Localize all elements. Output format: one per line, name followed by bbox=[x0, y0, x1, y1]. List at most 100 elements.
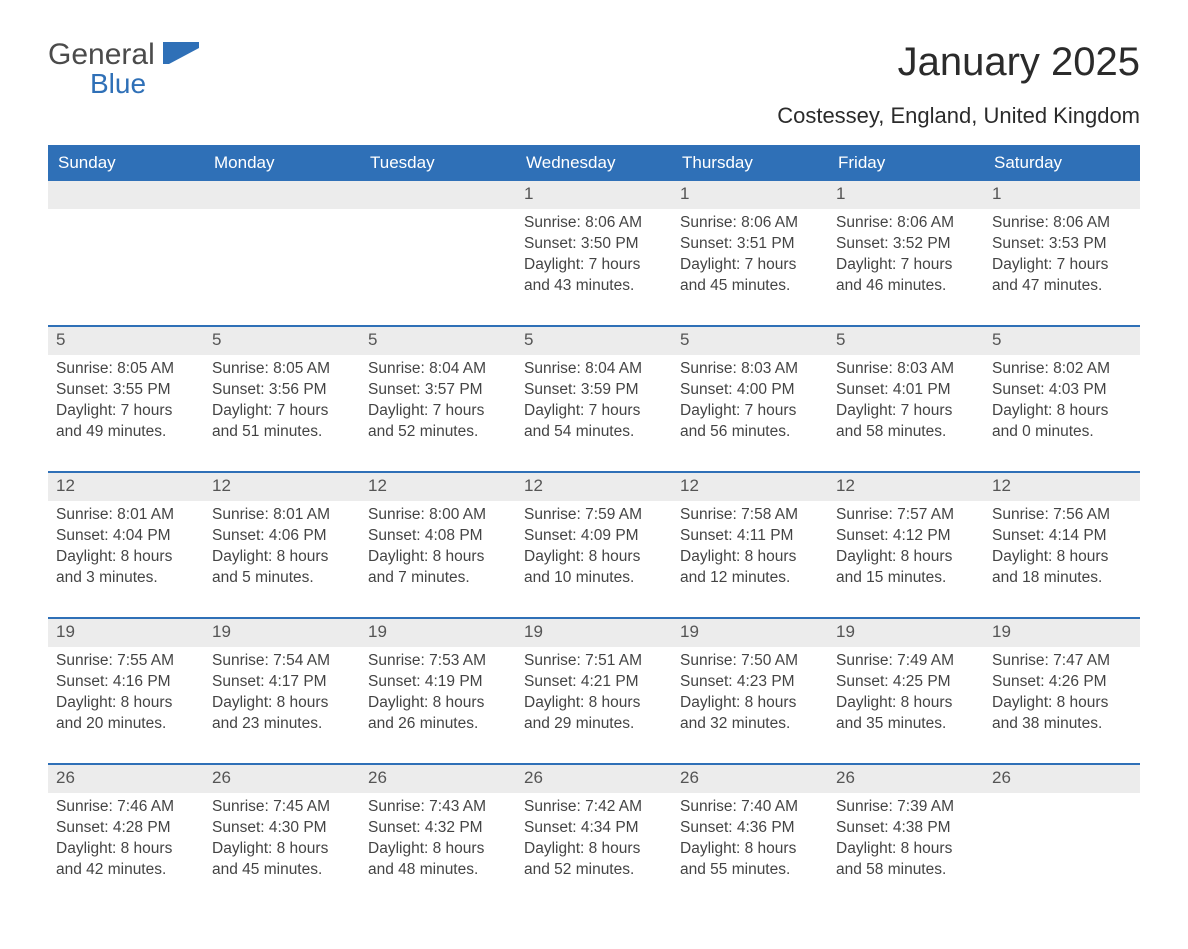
sunrise-value: 7:39 AM bbox=[897, 798, 954, 815]
sunset-value: 4:08 PM bbox=[425, 527, 483, 544]
day-cell: Sunrise: 8:05 AMSunset: 3:56 PMDaylight:… bbox=[204, 355, 360, 471]
day-number: 19 bbox=[672, 619, 828, 647]
sunrise: Sunrise: 7:58 AM bbox=[680, 505, 820, 526]
sunset-value: 3:59 PM bbox=[581, 381, 639, 398]
day-cell: Sunrise: 7:58 AMSunset: 4:11 PMDaylight:… bbox=[672, 501, 828, 617]
sunrise: Sunrise: 8:04 AM bbox=[368, 359, 508, 380]
sunset-label: Sunset: bbox=[368, 381, 425, 398]
daylight-label: Daylight: bbox=[212, 402, 277, 419]
daylight-label: Daylight: bbox=[524, 694, 589, 711]
sunrise: Sunrise: 7:55 AM bbox=[56, 651, 196, 672]
daylight: Daylight: 8 hours and 52 minutes. bbox=[524, 839, 664, 881]
sunrise-value: 8:04 AM bbox=[429, 360, 486, 377]
sunset-label: Sunset: bbox=[680, 673, 737, 690]
sunset-value: 4:25 PM bbox=[893, 673, 951, 690]
daylight-label: Daylight: bbox=[680, 402, 745, 419]
daylight-label: Daylight: bbox=[524, 548, 589, 565]
sunset-label: Sunset: bbox=[56, 673, 113, 690]
sunset-label: Sunset: bbox=[212, 673, 269, 690]
daylight: Daylight: 8 hours and 55 minutes. bbox=[680, 839, 820, 881]
sunset-label: Sunset: bbox=[56, 527, 113, 544]
daylight-label: Daylight: bbox=[680, 694, 745, 711]
sunset-value: 4:00 PM bbox=[737, 381, 795, 398]
sunrise-label: Sunrise: bbox=[212, 652, 273, 669]
sunset-label: Sunset: bbox=[992, 673, 1049, 690]
sunset-value: 4:17 PM bbox=[269, 673, 327, 690]
sunset-value: 3:55 PM bbox=[113, 381, 171, 398]
sunset: Sunset: 4:12 PM bbox=[836, 526, 976, 547]
day-cell bbox=[984, 793, 1140, 909]
sunrise-value: 8:03 AM bbox=[741, 360, 798, 377]
day-number: 12 bbox=[204, 473, 360, 501]
sunset: Sunset: 3:50 PM bbox=[524, 234, 664, 255]
day-number: 1 bbox=[984, 181, 1140, 209]
sunrise-label: Sunrise: bbox=[680, 652, 741, 669]
daylight: Daylight: 7 hours and 58 minutes. bbox=[836, 401, 976, 443]
day-cell: Sunrise: 7:54 AMSunset: 4:17 PMDaylight:… bbox=[204, 647, 360, 763]
day-number: 26 bbox=[672, 765, 828, 793]
daylight-label: Daylight: bbox=[680, 840, 745, 857]
sunrise-label: Sunrise: bbox=[212, 798, 273, 815]
sunset: Sunset: 3:52 PM bbox=[836, 234, 976, 255]
sunset: Sunset: 4:28 PM bbox=[56, 818, 196, 839]
sunset-value: 4:21 PM bbox=[581, 673, 639, 690]
daylight-label: Daylight: bbox=[212, 694, 277, 711]
sunrise: Sunrise: 8:00 AM bbox=[368, 505, 508, 526]
sunrise: Sunrise: 7:56 AM bbox=[992, 505, 1132, 526]
sunrise-label: Sunrise: bbox=[836, 798, 897, 815]
day-number: 26 bbox=[48, 765, 204, 793]
weekday-header: Friday bbox=[828, 147, 984, 179]
sunrise: Sunrise: 7:49 AM bbox=[836, 651, 976, 672]
logo-text: General Blue bbox=[48, 40, 199, 98]
header: General Blue January 2025 Costessey, Eng… bbox=[48, 40, 1140, 129]
sunset: Sunset: 3:59 PM bbox=[524, 380, 664, 401]
daylight: Daylight: 7 hours and 46 minutes. bbox=[836, 255, 976, 297]
sunrise-label: Sunrise: bbox=[836, 506, 897, 523]
sunset: Sunset: 4:25 PM bbox=[836, 672, 976, 693]
day-cell: Sunrise: 7:40 AMSunset: 4:36 PMDaylight:… bbox=[672, 793, 828, 909]
sunset-value: 3:51 PM bbox=[737, 235, 795, 252]
sunset-label: Sunset: bbox=[992, 527, 1049, 544]
day-cell: Sunrise: 8:06 AMSunset: 3:51 PMDaylight:… bbox=[672, 209, 828, 325]
day-cell: Sunrise: 7:57 AMSunset: 4:12 PMDaylight:… bbox=[828, 501, 984, 617]
sunrise-value: 8:04 AM bbox=[585, 360, 642, 377]
sunrise-label: Sunrise: bbox=[680, 360, 741, 377]
day-cell: Sunrise: 8:04 AMSunset: 3:57 PMDaylight:… bbox=[360, 355, 516, 471]
day-cell: Sunrise: 7:42 AMSunset: 4:34 PMDaylight:… bbox=[516, 793, 672, 909]
sunrise-value: 8:03 AM bbox=[897, 360, 954, 377]
sunrise-value: 7:59 AM bbox=[585, 506, 642, 523]
calendar-week-row: 5555555Sunrise: 8:05 AMSunset: 3:55 PMDa… bbox=[48, 325, 1140, 471]
daylight: Daylight: 8 hours and 20 minutes. bbox=[56, 693, 196, 735]
day-cell: Sunrise: 8:03 AMSunset: 4:00 PMDaylight:… bbox=[672, 355, 828, 471]
sunrise-value: 7:50 AM bbox=[741, 652, 798, 669]
daylight-label: Daylight: bbox=[992, 694, 1057, 711]
day-cell: Sunrise: 7:47 AMSunset: 4:26 PMDaylight:… bbox=[984, 647, 1140, 763]
daylight-label: Daylight: bbox=[992, 548, 1057, 565]
day-cell: Sunrise: 7:51 AMSunset: 4:21 PMDaylight:… bbox=[516, 647, 672, 763]
sunrise-value: 8:06 AM bbox=[585, 214, 642, 231]
sunset: Sunset: 4:36 PM bbox=[680, 818, 820, 839]
day-cell: Sunrise: 8:06 AMSunset: 3:53 PMDaylight:… bbox=[984, 209, 1140, 325]
location-subtitle: Costessey, England, United Kingdom bbox=[777, 103, 1140, 129]
sunset-label: Sunset: bbox=[680, 527, 737, 544]
sunset-label: Sunset: bbox=[836, 819, 893, 836]
sunrise: Sunrise: 7:42 AM bbox=[524, 797, 664, 818]
sunset: Sunset: 3:55 PM bbox=[56, 380, 196, 401]
day-number: 19 bbox=[48, 619, 204, 647]
day-cell: Sunrise: 7:59 AMSunset: 4:09 PMDaylight:… bbox=[516, 501, 672, 617]
day-cell bbox=[360, 209, 516, 325]
sunset-value: 4:32 PM bbox=[425, 819, 483, 836]
sunset-value: 4:36 PM bbox=[737, 819, 795, 836]
sunrise-value: 7:46 AM bbox=[117, 798, 174, 815]
sunset-label: Sunset: bbox=[524, 673, 581, 690]
daylight-label: Daylight: bbox=[680, 548, 745, 565]
day-number: 5 bbox=[828, 327, 984, 355]
sunrise-label: Sunrise: bbox=[524, 652, 585, 669]
day-number: 5 bbox=[672, 327, 828, 355]
sunrise: Sunrise: 7:50 AM bbox=[680, 651, 820, 672]
sunrise-label: Sunrise: bbox=[368, 798, 429, 815]
daylight-label: Daylight: bbox=[56, 694, 121, 711]
sunrise-value: 8:02 AM bbox=[1053, 360, 1110, 377]
sunset-value: 4:38 PM bbox=[893, 819, 951, 836]
sunset-value: 3:52 PM bbox=[893, 235, 951, 252]
